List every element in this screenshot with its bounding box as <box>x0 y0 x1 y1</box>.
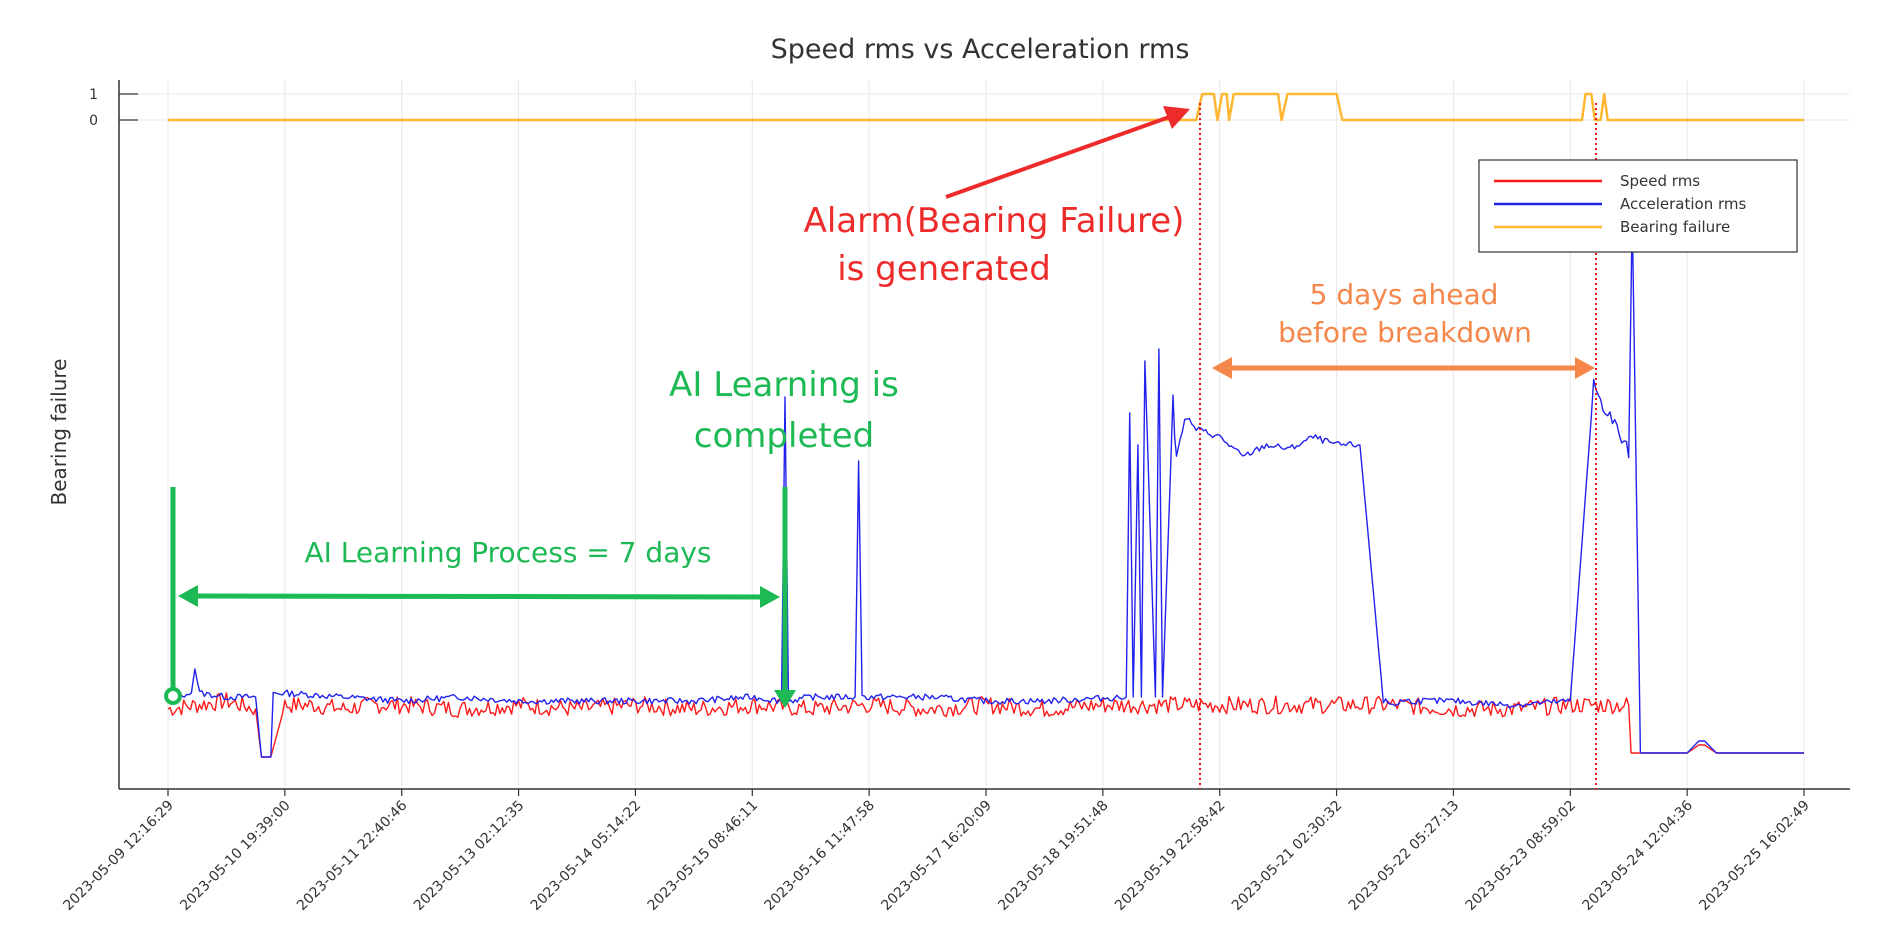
legend-box <box>1478 159 1798 253</box>
x-tick-label: 2023-05-14 05:14:22 <box>528 798 644 914</box>
ahead-annotation-line-2: before breakdown <box>1278 316 1532 349</box>
ahead-arrow-head-right <box>1575 357 1595 379</box>
legend-label-acceleration-rms: Acceleration rms <box>1620 195 1746 213</box>
x-tick-label: 2023-05-09 12:16:29 <box>60 798 176 914</box>
x-tick-label: 2023-05-17 16:20:09 <box>878 798 994 914</box>
x-tick-label: 2023-05-24 12:04:36 <box>1580 797 1697 914</box>
annotations: Alarm(Bearing Failure) is generated 5 da… <box>164 106 1595 708</box>
x-tick-label: 2023-05-10 19:39:00 <box>177 798 293 914</box>
series-line-bearing-failure <box>168 92 1804 122</box>
chart-title: Speed rms vs Acceleration rms <box>771 34 1190 65</box>
x-tick-label: 2023-05-19 22:58:42 <box>1112 798 1228 914</box>
x-tick-label: 2023-05-21 02:30:32 <box>1229 798 1345 914</box>
y-tick-label: 1 <box>89 87 98 103</box>
x-tick-label: 2023-05-18 19:51:48 <box>995 798 1111 914</box>
alarm-arrow-line <box>945 114 1173 199</box>
legend-label-speed-rms: Speed rms <box>1620 172 1700 190</box>
learning-process-arrow-line <box>194 593 764 600</box>
alarm-annotation-line-1: Alarm(Bearing Failure) <box>804 201 1185 241</box>
legend: Speed rms Acceleration rms Bearing failure <box>1478 159 1798 253</box>
x-tick-label: 2023-05-13 02:12:35 <box>411 798 527 914</box>
legend-label-bearing-failure: Bearing failure <box>1620 218 1730 236</box>
alarm-annotation-line-2: is generated <box>837 249 1051 289</box>
y-tick-label: 0 <box>89 113 98 129</box>
y-axis-label: Bearing failure <box>47 359 71 506</box>
learning-process-arrow-head-left <box>178 585 198 607</box>
learning-done-line-2: completed <box>694 416 874 456</box>
alarm-arrow-head <box>1163 106 1190 129</box>
y-tick-labels: 10 <box>89 87 138 129</box>
x-tick-label: 2023-05-22 05:27:13 <box>1346 798 1462 914</box>
learning-process-label: AI Learning Process = 7 days <box>304 536 711 569</box>
learning-end-arrow-head <box>774 690 796 708</box>
x-tick-label: 2023-05-23 08:59:02 <box>1463 798 1579 914</box>
learning-process-arrow-head-right <box>760 586 780 608</box>
learning-done-line-1: AI Learning is <box>669 365 899 405</box>
series-line-acceleration-rms <box>167 212 1804 758</box>
ahead-arrow-head-left <box>1212 357 1232 379</box>
x-tick-label: 2023-05-25 16:02:49 <box>1696 798 1812 914</box>
series-line-speed-rms <box>167 692 1804 758</box>
x-tick-label: 2023-05-11 22:40:46 <box>294 797 411 914</box>
learning-start-dot <box>164 687 182 705</box>
x-tick-labels: 2023-05-09 12:16:29 2023-05-10 19:39:00 20… <box>60 789 1813 914</box>
grid <box>119 80 1850 789</box>
x-tick-label: 2023-05-15 08:46:11 <box>645 798 761 914</box>
series-layer <box>167 92 1804 758</box>
ahead-annotation-line-1: 5 days ahead <box>1310 278 1499 311</box>
x-tick-label: 2023-05-16 11:47:58 <box>762 798 878 914</box>
